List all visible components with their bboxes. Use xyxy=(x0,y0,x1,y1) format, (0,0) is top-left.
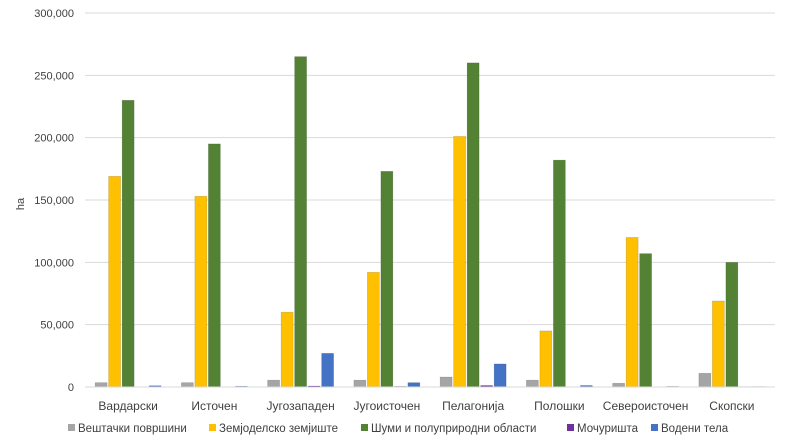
x-category-label: Пелагонија xyxy=(442,399,504,413)
bars xyxy=(94,56,766,388)
legend: Вештачки површини Земјоделско земјиште Шум… xyxy=(68,423,729,435)
legend-item: Земјоделско земјиште xyxy=(209,423,338,435)
bar xyxy=(712,300,725,388)
legend-label: Вештачки површини xyxy=(78,423,187,435)
bar xyxy=(280,311,294,388)
bar xyxy=(439,376,453,388)
x-category-label: Југозападен xyxy=(266,399,334,413)
legend-swatch xyxy=(567,424,574,431)
bar xyxy=(208,143,221,388)
bar xyxy=(380,171,394,388)
x-category-label: Скопски xyxy=(709,399,754,413)
bar xyxy=(612,382,625,388)
bar xyxy=(407,382,421,388)
legend-swatch xyxy=(361,424,368,431)
legend-label: Водени тела xyxy=(661,423,729,435)
bar xyxy=(353,379,367,388)
legend-label: Земјоделско земјиште xyxy=(219,423,338,435)
x-category-label: Вардарски xyxy=(98,399,157,413)
bar xyxy=(553,159,566,388)
bar xyxy=(267,379,280,388)
legend-item: Вештачки површини xyxy=(68,423,187,435)
x-axis-category-labels: Вардарски Источен Југозападен Југоисточен Пе… xyxy=(98,399,754,413)
y-tick-label: 200,000 xyxy=(34,133,74,145)
legend-item: Шуми и полуприродни области xyxy=(361,423,536,435)
legend-item: Мочуришта xyxy=(567,423,639,435)
bar xyxy=(725,262,739,388)
bar xyxy=(539,330,553,388)
bar xyxy=(181,382,194,388)
legend-label: Шуми и полуприродни области xyxy=(371,423,536,435)
y-axis-title: ha xyxy=(15,197,27,210)
x-category-label: Полошки xyxy=(534,399,584,413)
legend-swatch xyxy=(651,424,658,431)
bar xyxy=(493,363,507,388)
bar xyxy=(108,176,121,388)
legend-swatch xyxy=(209,424,216,431)
bar xyxy=(121,99,135,388)
x-category-label: Североисточен xyxy=(603,399,689,413)
y-tick-label: 150,000 xyxy=(34,195,74,207)
y-axis-tick-labels: 0 50,000 100,000 150,000 200,000 250,000 300,0… xyxy=(34,8,74,394)
bar xyxy=(526,379,539,388)
y-tick-label: 300,000 xyxy=(34,8,74,20)
bar xyxy=(294,56,307,388)
bar xyxy=(466,62,480,388)
legend-item: Водени тела xyxy=(651,423,729,435)
bar xyxy=(639,253,652,388)
bar xyxy=(453,136,466,388)
x-category-label: Источен xyxy=(191,399,237,413)
gridlines xyxy=(85,12,775,326)
y-tick-label: 250,000 xyxy=(34,70,74,82)
x-category-label: Југоисточен xyxy=(353,399,420,413)
legend-label: Мочуришта xyxy=(577,423,639,435)
bar xyxy=(698,372,712,388)
bar xyxy=(321,353,334,388)
bar xyxy=(94,382,108,388)
y-tick-label: 50,000 xyxy=(40,320,74,332)
bar xyxy=(625,237,639,388)
bar xyxy=(367,272,380,388)
legend-swatch xyxy=(68,424,75,431)
bar xyxy=(194,195,208,388)
y-tick-label: 0 xyxy=(68,382,74,394)
y-tick-label: 100,000 xyxy=(34,257,74,269)
